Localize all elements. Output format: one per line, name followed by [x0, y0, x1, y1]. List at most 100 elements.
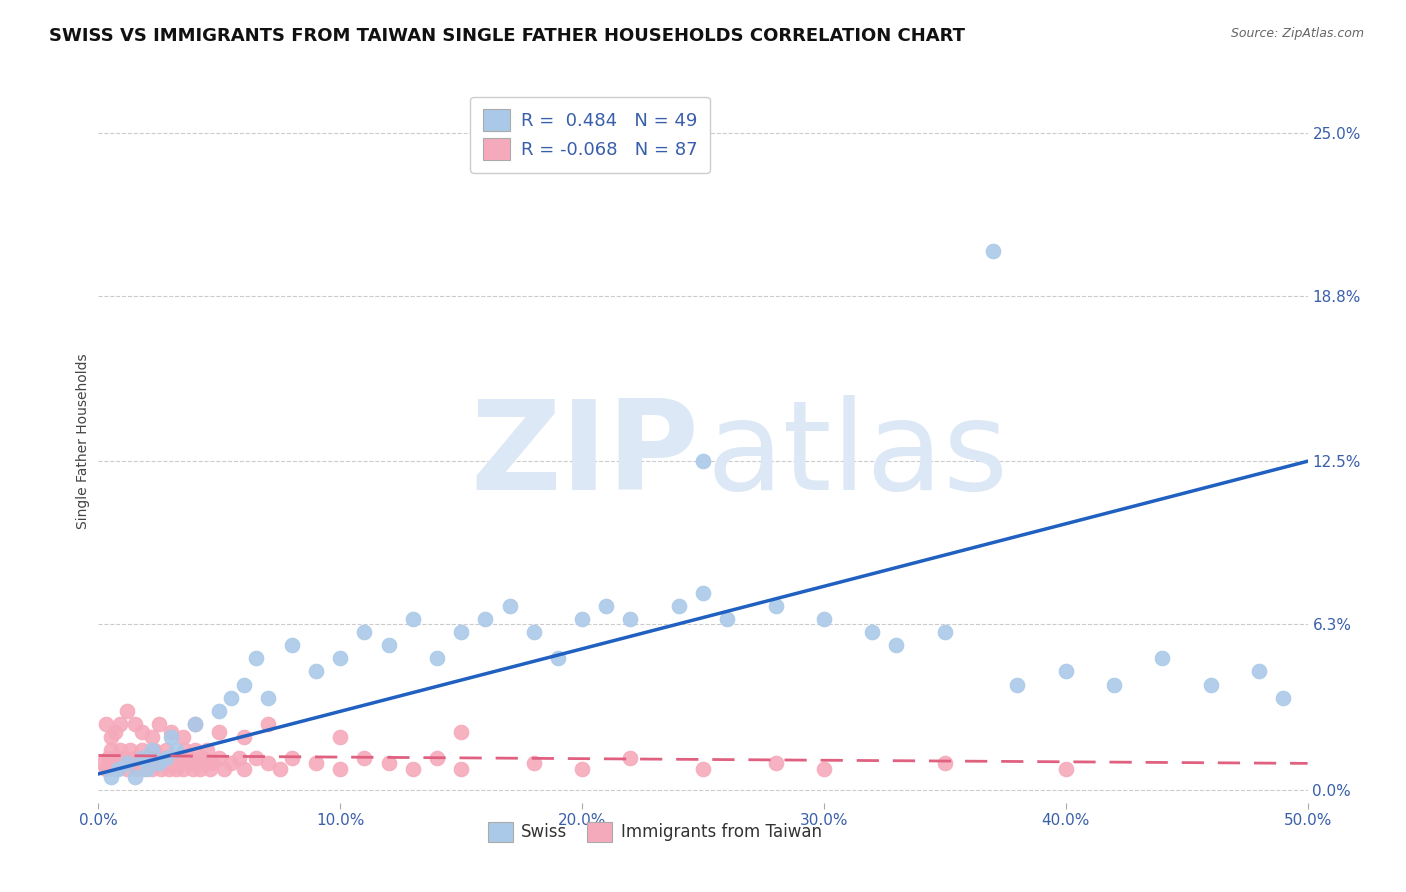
Point: [329, 730, 352, 744]
Point: [377, 638, 399, 652]
Point: [1007, 677, 1029, 691]
Point: [141, 730, 163, 744]
Point: [523, 625, 546, 640]
Point: [353, 751, 375, 765]
Point: [121, 756, 143, 771]
Point: [127, 762, 149, 776]
Point: [114, 751, 136, 765]
Point: [228, 751, 250, 765]
Point: [692, 585, 714, 599]
Point: [619, 612, 641, 626]
Point: [141, 743, 163, 757]
Point: [208, 751, 231, 765]
Point: [195, 743, 218, 757]
Point: [886, 638, 908, 652]
Point: [141, 762, 163, 776]
Point: [281, 751, 304, 765]
Point: [124, 770, 146, 784]
Point: [305, 756, 328, 771]
Point: [194, 756, 217, 771]
Point: [402, 612, 425, 626]
Point: [135, 751, 157, 765]
Point: [160, 730, 183, 744]
Point: [157, 762, 180, 776]
Point: [245, 751, 267, 765]
Point: [426, 651, 449, 665]
Text: atlas: atlas: [707, 395, 1008, 516]
Point: [813, 762, 835, 776]
Point: [117, 756, 139, 771]
Point: [716, 612, 738, 626]
Point: [450, 625, 472, 640]
Point: [172, 762, 194, 776]
Text: Source: ZipAtlas.com: Source: ZipAtlas.com: [1230, 27, 1364, 40]
Point: [101, 756, 124, 771]
Point: [547, 651, 569, 665]
Point: [162, 756, 184, 771]
Point: [155, 743, 177, 757]
Point: [981, 244, 1004, 258]
Point: [474, 612, 496, 626]
Point: [232, 677, 254, 691]
Point: [860, 625, 883, 640]
Point: [165, 743, 187, 757]
Point: [329, 651, 352, 665]
Text: ZIP: ZIP: [471, 395, 699, 516]
Point: [377, 756, 399, 771]
Point: [167, 751, 190, 765]
Point: [1152, 651, 1174, 665]
Point: [150, 762, 173, 776]
Point: [118, 743, 141, 757]
Point: [107, 762, 129, 776]
Point: [100, 730, 122, 744]
Point: [523, 756, 546, 771]
Point: [107, 751, 129, 765]
Point: [595, 599, 617, 613]
Point: [201, 756, 224, 771]
Point: [117, 704, 139, 718]
Point: [256, 756, 278, 771]
Point: [619, 751, 641, 765]
Point: [934, 756, 956, 771]
Point: [111, 756, 134, 771]
Point: [256, 717, 278, 731]
Point: [191, 751, 214, 765]
Point: [281, 638, 304, 652]
Point: [187, 756, 209, 771]
Point: [148, 751, 170, 765]
Point: [221, 690, 243, 705]
Point: [692, 454, 714, 468]
Point: [450, 762, 472, 776]
Point: [765, 599, 787, 613]
Point: [165, 762, 187, 776]
Point: [1199, 677, 1222, 691]
Point: [134, 762, 156, 776]
Point: [256, 690, 278, 705]
Point: [426, 751, 449, 765]
Point: [148, 756, 170, 771]
Point: [1249, 665, 1271, 679]
Point: [108, 717, 131, 731]
Point: [232, 762, 254, 776]
Point: [172, 730, 194, 744]
Point: [765, 756, 787, 771]
Y-axis label: Single Father Households: Single Father Households: [76, 354, 90, 529]
Point: [353, 625, 375, 640]
Point: [131, 724, 153, 739]
Point: [100, 770, 122, 784]
Point: [104, 762, 127, 776]
Point: [188, 762, 211, 776]
Point: [1102, 677, 1125, 691]
Point: [91, 756, 114, 771]
Point: [131, 751, 153, 765]
Point: [305, 665, 328, 679]
Point: [1054, 665, 1077, 679]
Point: [124, 717, 146, 731]
Point: [117, 762, 139, 776]
Point: [571, 612, 593, 626]
Point: [135, 762, 157, 776]
Point: [97, 751, 120, 765]
Point: [208, 724, 231, 739]
Legend: Swiss, Immigrants from Taiwan: Swiss, Immigrants from Taiwan: [481, 815, 828, 848]
Point: [221, 756, 243, 771]
